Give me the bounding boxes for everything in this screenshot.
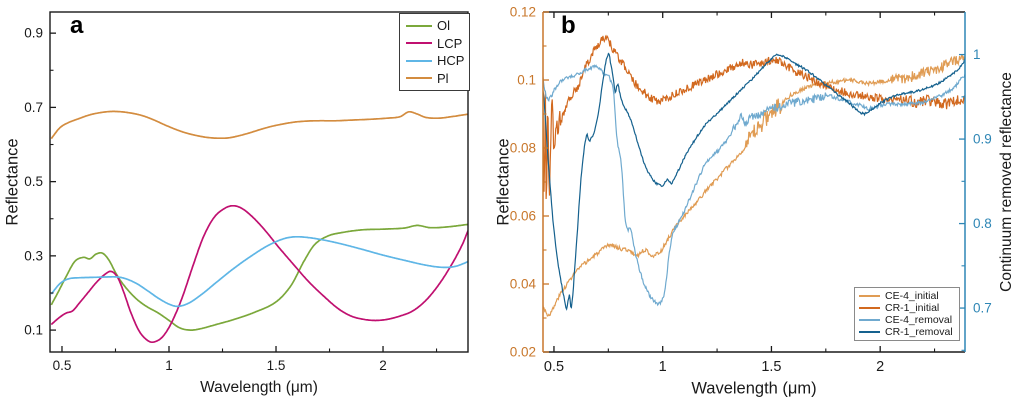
panel-b-right-y-tick-label: 0.7 xyxy=(973,301,992,316)
panel-b-x-tick-label: 0.5 xyxy=(544,359,564,375)
series-CE-4_initial xyxy=(543,54,965,317)
legend-item-label: LCP xyxy=(437,35,463,51)
legend-item-CR-1_removal: CR-1_removal xyxy=(859,327,955,338)
legend-item-label: CE-4_removal xyxy=(885,313,953,326)
panel-b-left-y-ticks: 0.02 0.04 0.06 0.08 0.1 0.12 xyxy=(510,5,549,360)
series-CR-1_initial xyxy=(543,34,965,200)
panel-a-y-tick-label: 0.7 xyxy=(24,100,43,115)
legend-item-CR-1_initial: CR-1_initial xyxy=(859,303,955,314)
panel-a-x-tick-label: 2 xyxy=(379,358,387,373)
panel-a-y-tick-label: 0.1 xyxy=(24,323,43,338)
legend-item-HCP: HCP xyxy=(406,53,465,69)
panel-b-x-tick-label: 1.5 xyxy=(761,359,781,375)
panel-b-left-y-tick-label: 0.06 xyxy=(510,209,536,224)
panel-b-letter: b xyxy=(561,12,576,39)
legend-item-LCP: LCP xyxy=(406,37,463,50)
legend-item-label: Pl xyxy=(437,70,449,86)
legend-line-swatch xyxy=(406,59,432,62)
panel-b-x-tick-label: 2 xyxy=(876,359,884,375)
legend-item-Pl: Pl xyxy=(406,72,463,85)
panel-b-right-y-ticks: 0.7 0.8 0.9 1 xyxy=(959,47,992,351)
panel-b-left-y-tick-label: 0.08 xyxy=(510,141,536,156)
panel-a-y-tick-label: 0.9 xyxy=(24,26,43,41)
legend-line-swatch xyxy=(859,295,880,297)
panel-b-left-y-tick-label: 0.04 xyxy=(510,277,537,292)
panel-b-right-y-tick-label: 1 xyxy=(973,47,981,62)
legend-item-label: HCP xyxy=(437,53,465,69)
legend-item-Ol: Ol xyxy=(406,19,463,32)
series-Ol xyxy=(50,223,468,331)
panel-b-plot: 0.5 1 1.5 2 0.02 0.04 0.06 0.08 0.1 0.12 0.7 0.8 0.9… xyxy=(510,5,992,376)
panel-b-left-y-tick-label: 0.12 xyxy=(510,5,536,20)
panel-a-x-axis-title: Wavelength (μm) xyxy=(200,379,318,396)
legend-item-label: CE-4_initial xyxy=(885,289,939,302)
panel-a-legend: Ol LCP HCP Pl xyxy=(399,13,470,91)
legend-line-swatch xyxy=(406,24,432,27)
panel-b-right-y-tick-label: 0.9 xyxy=(973,132,992,147)
panel-b-right-y-axis-title: Continuum removed reflectance xyxy=(998,72,1015,292)
series-LCP xyxy=(50,204,468,344)
panel-b-left-y-tick-label: 0.02 xyxy=(510,345,536,360)
legend-item-label: CR-1_removal xyxy=(885,325,953,338)
panel-a-x-axis-ticks: 0.5 1 1.5 2 xyxy=(53,346,438,373)
panel-a-letter: a xyxy=(70,12,84,39)
legend-line-swatch xyxy=(406,42,432,45)
legend-item-label: Ol xyxy=(437,18,450,34)
series-HCP xyxy=(50,235,468,308)
panel-a-x-tick-label: 1.5 xyxy=(267,358,286,373)
panel-a-plot: 0.5 1 1.5 2 0.1 0.3 0.5 0.7 0.9 xyxy=(24,11,469,373)
legend-item-CE-4_removal: CE-4_removal xyxy=(859,315,955,326)
series-CE-4_removal xyxy=(543,64,965,307)
legend-line-swatch xyxy=(859,319,880,321)
panel-b-x-axis-ticks: 0.5 1 1.5 2 xyxy=(544,12,936,375)
panel-b-x-tick-label: 1 xyxy=(659,359,667,375)
panel-b-left-y-axis-title: Reflectance xyxy=(494,138,513,226)
panel-a-y-tick-label: 0.3 xyxy=(24,248,43,263)
legend-line-swatch xyxy=(859,307,880,309)
panel-a-y-tick-label: 0.5 xyxy=(24,174,43,189)
panel-b-right-y-tick-label: 0.8 xyxy=(973,216,992,231)
series-CR-1_removal xyxy=(543,52,965,311)
panel-b-legend: CE-4_initial CR-1_initial CE-4_removal CR-1… xyxy=(854,287,960,341)
panel-a-y-axis-title: Reflectance xyxy=(3,138,22,226)
legend-item-CE-4_initial: CE-4_initial xyxy=(859,291,955,302)
panel-a-x-tick-label: 0.5 xyxy=(53,358,72,373)
panel-b-x-axis-title: Wavelength (μm) xyxy=(691,379,817,398)
panel-a-y-axis-ticks: 0.1 0.3 0.5 0.7 0.9 xyxy=(24,26,56,338)
legend-line-swatch xyxy=(859,331,880,333)
panel-b-left-y-tick-label: 0.1 xyxy=(517,73,536,88)
series-Pl xyxy=(50,110,468,140)
legend-item-label: CR-1_initial xyxy=(885,301,940,314)
legend-line-swatch xyxy=(406,77,432,80)
panel-a-x-tick-label: 1 xyxy=(165,358,173,373)
